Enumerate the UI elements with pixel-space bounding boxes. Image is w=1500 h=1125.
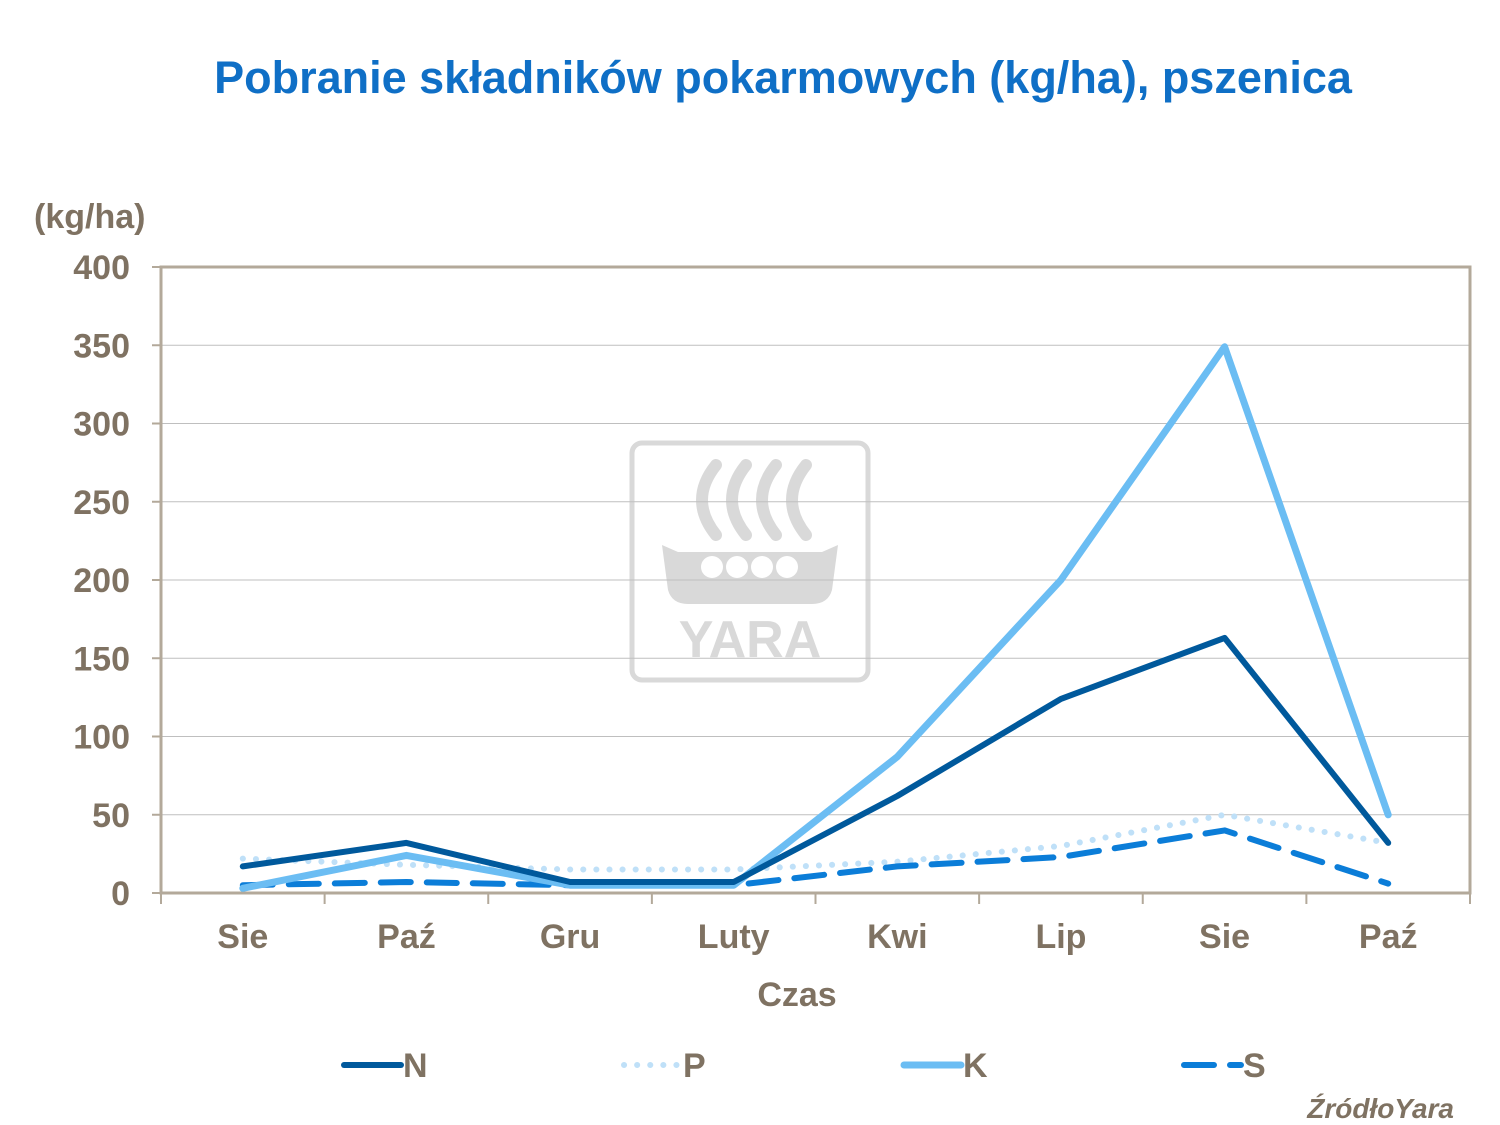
axes: 0 50 100 150 200 250 300 350 400 Sie Paź Gru Luty Kwi…	[34, 198, 1471, 1014]
series-line-N	[239, 634, 1392, 885]
x-tick-label: Lip	[1035, 918, 1086, 956]
x-tick-label: Gru	[540, 918, 600, 956]
watermark-text: YARA	[679, 611, 822, 669]
series-lines	[239, 343, 1392, 892]
legend-label-P: P	[683, 1047, 706, 1085]
series-line-K	[239, 343, 1392, 892]
ship-shields-icon	[701, 556, 798, 578]
x-tick-label: Luty	[698, 918, 770, 956]
y-tick-label: 100	[73, 719, 130, 757]
legend-label-S: S	[1243, 1047, 1266, 1085]
ship-hull-icon	[662, 545, 838, 604]
y-axis-label: (kg/ha)	[34, 198, 145, 236]
x-tick-label: Sie	[217, 918, 268, 956]
y-tick-label: 350	[73, 327, 130, 365]
y-tick-label: 400	[73, 249, 130, 287]
watermark-frame	[629, 440, 871, 683]
series-line-P	[239, 811, 1392, 873]
x-tick-label: Paź	[377, 918, 436, 956]
chart-title: Pobranie składników pokarmowych (kg/ha),…	[214, 52, 1352, 103]
x-tick-label: Sie	[1199, 918, 1250, 956]
x-axis-label: Czas	[757, 976, 836, 1014]
yara-logo-icon	[696, 459, 812, 541]
y-tick-label: 300	[73, 406, 130, 444]
y-tick-label: 200	[73, 562, 130, 600]
x-tick-label: Kwi	[867, 918, 927, 956]
y-tick-label: 50	[92, 797, 130, 835]
yara-watermark: YARA	[629, 440, 871, 683]
grid-lines	[161, 344, 1470, 816]
y-tick-label: 0	[111, 875, 130, 913]
y-tick-label: 250	[73, 484, 130, 522]
y-tick-label: 150	[73, 640, 130, 678]
legend-label-K: K	[963, 1047, 988, 1085]
x-tick-label: Paź	[1359, 918, 1418, 956]
legend-label-N: N	[403, 1047, 428, 1085]
series-line-S	[239, 827, 1392, 889]
source-note: ŹródłoYara	[1307, 1093, 1454, 1124]
